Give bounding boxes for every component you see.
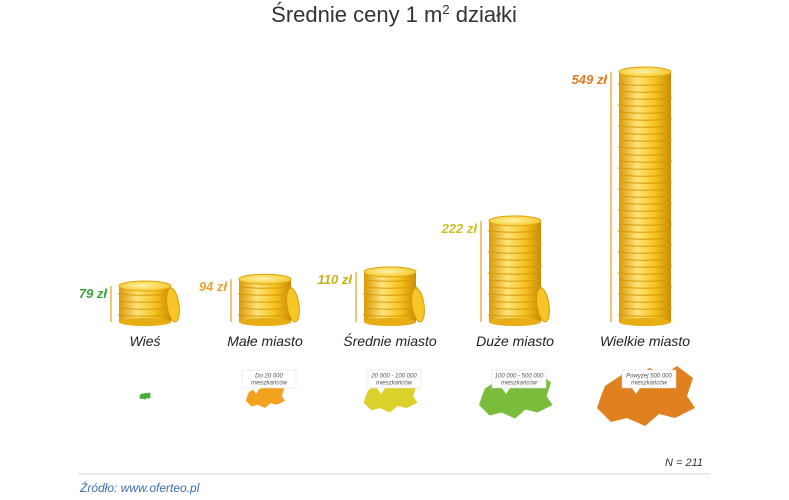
value-label-5: 549 zł [572, 72, 609, 87]
value-label-3: 110 zł [318, 272, 354, 287]
population-unit: mieszkańców [501, 381, 538, 387]
coin-stack-5 [617, 66, 673, 326]
category-label-5: Wielkie miasto [600, 333, 690, 349]
chart-title: Średnie ceny 1 m2 działki [271, 2, 517, 27]
coin-stack-bottom [489, 318, 541, 326]
region-map-1 [139, 392, 151, 400]
value-label-2: 94 zł [199, 279, 229, 294]
leaning-coin [286, 287, 300, 323]
coin-top-face [238, 273, 292, 285]
population-range: 20 000 - 100 000 [370, 374, 417, 380]
coin-stack-body [364, 271, 416, 322]
callout-pointer [502, 388, 510, 394]
callout-box [366, 369, 422, 389]
category-label-2: Małe miasto [227, 333, 303, 349]
callout-pointer [377, 388, 385, 394]
population-unit: mieszkańców [376, 381, 413, 387]
source-note: Źródło: www.oferteo.pl [79, 480, 200, 495]
category-label-1: Wieś [130, 333, 161, 349]
coin-top-face [363, 266, 417, 278]
coin-stack-3 [362, 266, 425, 326]
coin-stack-bottom [119, 318, 171, 326]
population-range: Do 20 000 [255, 374, 283, 380]
callout-box [621, 369, 677, 389]
coin-stack-bottom [619, 318, 671, 326]
coin-stack-edges [617, 83, 673, 317]
coin-top-face [618, 66, 672, 78]
category-label-3: Średnie miasto [343, 332, 437, 349]
coin-top-face [488, 215, 542, 227]
coin-top-face [118, 280, 172, 292]
callout-pointer [252, 388, 260, 394]
coin-stack-body [489, 220, 541, 322]
population-range: Powyżej 500 000 [626, 374, 672, 380]
category-label-4: Duże miasto [476, 333, 554, 349]
leaning-coin [536, 287, 550, 323]
coin-stack-1 [117, 280, 180, 326]
population-range: 100 000 - 500 000 [495, 374, 544, 380]
callout-pointer [632, 388, 640, 394]
coin-stack-bottom [364, 318, 416, 326]
coin-stack-bottom [239, 318, 291, 326]
coin-stack-body [239, 279, 291, 322]
callout-box [241, 369, 297, 389]
coin-stack-4 [487, 215, 550, 326]
population-unit: mieszkańców [631, 381, 668, 387]
population-unit: mieszkańców [251, 381, 288, 387]
value-label-4: 222 zł [441, 221, 479, 236]
value-label-1: 79 zł [79, 286, 109, 301]
leaning-coin [166, 287, 180, 323]
coin-stack-2 [237, 273, 300, 326]
callout-box [491, 369, 547, 389]
sample-size: N = 211 [665, 457, 703, 469]
leaning-coin [411, 287, 425, 323]
